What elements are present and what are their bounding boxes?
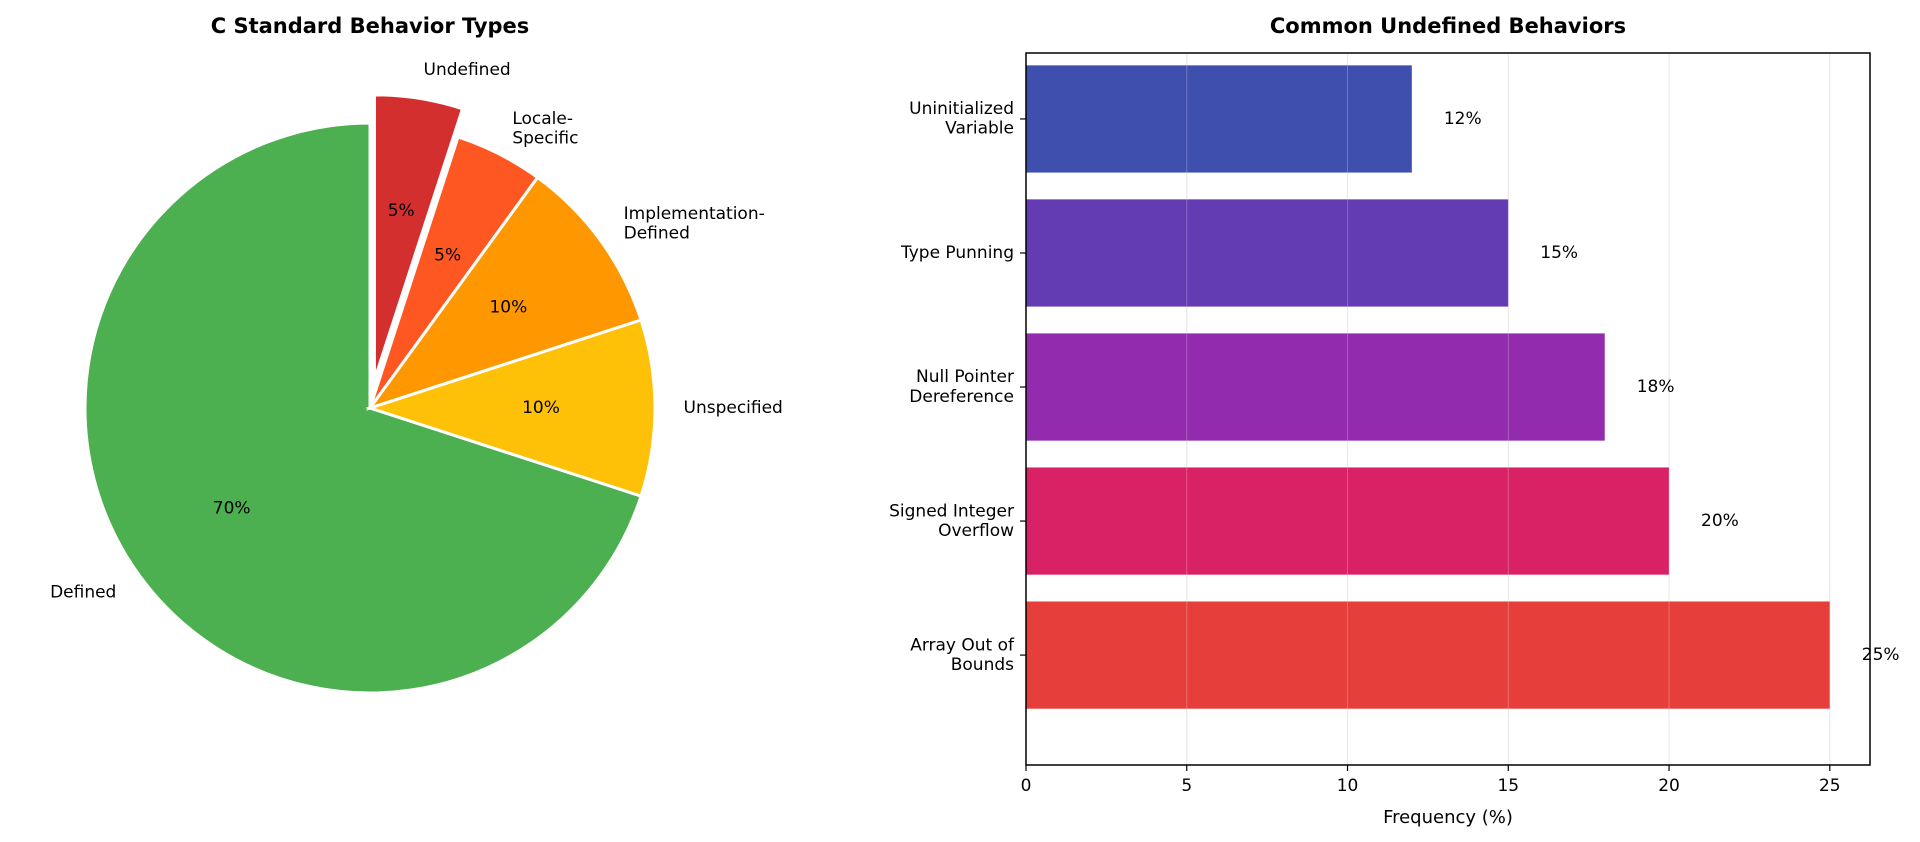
y-tick-label: Type Punning [900,243,1014,263]
pie-pct-label-implementation-defined: 10% [489,297,527,317]
y-tick-label: Null Pointer Dereference [909,367,1014,407]
pie-label-defined: Defined [50,582,116,602]
bar-value-label: 12% [1444,109,1482,129]
pie-slice-implementation-defined [366,175,643,411]
x-tick-label: 15 [1497,776,1519,796]
y-tick-label: Signed Integer Overflow [889,501,1014,541]
bar [1026,467,1670,575]
pie-chart: C Standard Behavior Types Defined 70% Unsp… [50,14,783,695]
bar-value-label: 18% [1637,377,1675,397]
x-tick-label: 0 [1021,776,1032,796]
bar [1026,65,1412,173]
y-tick-label: Uninitialized Variable [909,99,1014,139]
pie-pct-label-defined: 70% [213,499,251,519]
bar-chart: Common Undefined Behaviors Frequency (%)… [889,14,1899,828]
pie-slice-undefined [372,93,465,381]
pie-pct-label-locale-specific: 5% [434,246,461,266]
pie-label-undefined: Undefined [424,60,511,80]
pie-pct-label-undefined: 5% [388,201,415,221]
pie-slice-unspecified [365,318,657,498]
bar [1026,333,1605,441]
bar-value-label: 20% [1701,511,1739,531]
x-tick-label: 20 [1658,776,1680,796]
x-tick-label: 25 [1819,776,1841,796]
pie-slice-defined [83,121,643,695]
bar [1026,601,1830,709]
x-axis-label: Frequency (%) [1383,807,1513,828]
pie-slice-locale-specific [368,135,540,409]
x-tick-label: 10 [1337,776,1359,796]
bar-value-label: 25% [1862,645,1900,665]
pie-label-implementation-defined: Implementation-Defined [624,204,765,244]
bar-title: Common Undefined Behaviors [1270,14,1626,38]
pie-title: C Standard Behavior Types [211,14,530,38]
pie-pct-label-unspecified: 10% [522,398,560,418]
bar-value-label: 15% [1540,243,1578,263]
bar [1026,199,1509,307]
plot-frame [1025,52,1871,766]
pie-label-locale-specific: Locale-Specific [512,109,578,149]
pie-label-unspecified: Unspecified [684,398,783,418]
y-tick-label: Array Out of Bounds [910,635,1015,675]
x-tick-label: 5 [1181,776,1192,796]
